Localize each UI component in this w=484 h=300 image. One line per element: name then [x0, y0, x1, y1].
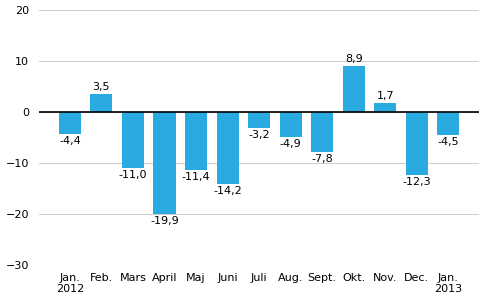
Bar [153, 112, 175, 214]
Text: -4,4: -4,4 [59, 136, 80, 146]
Bar [184, 112, 207, 170]
Text: -11,4: -11,4 [182, 172, 210, 182]
Bar [437, 112, 458, 135]
Text: -19,9: -19,9 [150, 216, 179, 226]
Text: -11,0: -11,0 [119, 170, 147, 180]
Bar [279, 112, 301, 137]
Text: -14,2: -14,2 [213, 187, 242, 196]
Bar [247, 112, 270, 128]
Bar [374, 103, 395, 112]
Text: 8,9: 8,9 [344, 54, 362, 64]
Bar [216, 112, 238, 184]
Text: 3,5: 3,5 [92, 82, 110, 92]
Text: -3,2: -3,2 [248, 130, 270, 140]
Text: -7,8: -7,8 [311, 154, 333, 164]
Bar [311, 112, 333, 152]
Text: -4,9: -4,9 [279, 139, 301, 149]
Bar [342, 66, 364, 112]
Text: -12,3: -12,3 [402, 177, 430, 187]
Text: 1,7: 1,7 [376, 91, 393, 101]
Bar [405, 112, 427, 175]
Bar [59, 112, 81, 134]
Bar [121, 112, 144, 168]
Bar [90, 94, 112, 112]
Text: -4,5: -4,5 [437, 137, 458, 147]
